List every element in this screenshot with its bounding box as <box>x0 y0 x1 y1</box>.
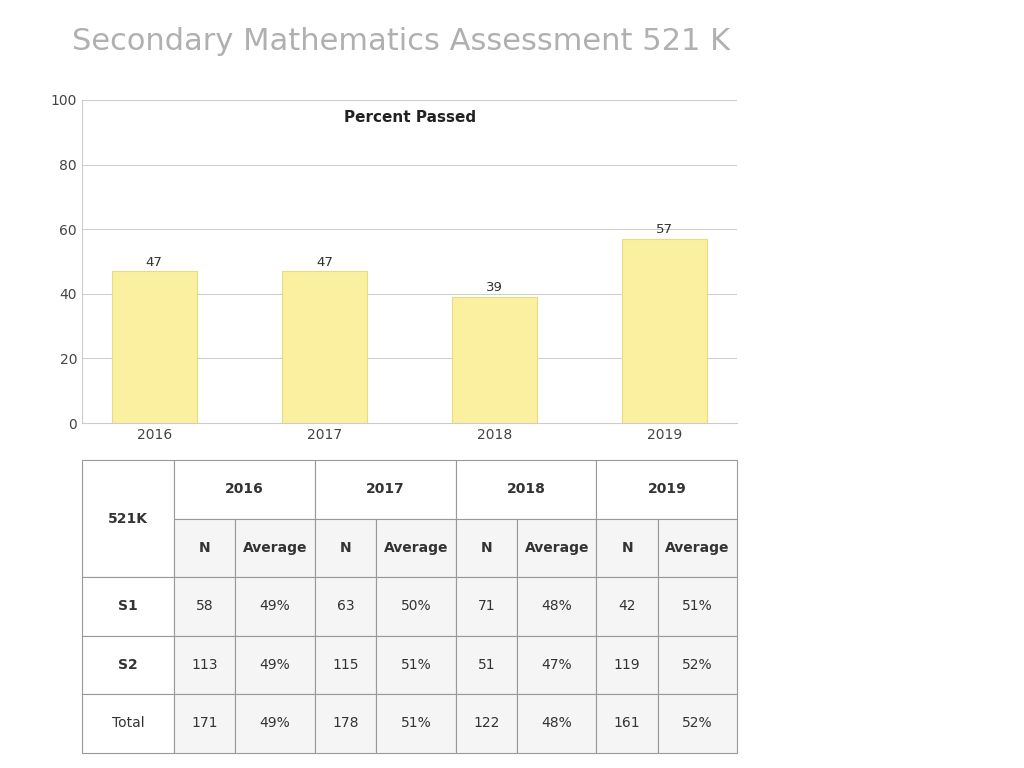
Text: 47: 47 <box>145 256 163 269</box>
Bar <box>517 694 596 753</box>
Bar <box>456 518 517 577</box>
Text: 51%: 51% <box>400 717 431 730</box>
Text: 113: 113 <box>191 658 218 672</box>
Bar <box>282 271 367 423</box>
Bar <box>596 460 737 518</box>
Bar <box>453 297 538 423</box>
Bar <box>658 577 737 636</box>
Bar <box>377 518 456 577</box>
Text: 58: 58 <box>196 599 214 614</box>
Text: Secondary Mathematics Assessment 521 K: Secondary Mathematics Assessment 521 K <box>72 27 730 56</box>
Text: Average: Average <box>243 541 307 554</box>
Bar <box>623 239 708 423</box>
Text: 42: 42 <box>618 599 636 614</box>
Text: Average: Average <box>524 541 589 554</box>
Text: 47: 47 <box>316 256 333 269</box>
Bar <box>377 694 456 753</box>
Text: 171: 171 <box>191 717 218 730</box>
Bar <box>596 577 658 636</box>
Text: 51%: 51% <box>682 599 713 614</box>
Text: Average: Average <box>666 541 730 554</box>
Bar <box>174 577 236 636</box>
Text: N: N <box>480 541 493 554</box>
Bar <box>174 460 314 518</box>
Bar <box>314 460 456 518</box>
Text: 51: 51 <box>477 658 496 672</box>
Bar <box>658 518 737 577</box>
Text: 2019: 2019 <box>647 482 686 496</box>
Text: S1: S1 <box>118 599 138 614</box>
Text: 115: 115 <box>333 658 358 672</box>
Bar <box>517 518 596 577</box>
Text: N: N <box>622 541 633 554</box>
Text: Percent Passed: Percent Passed <box>343 110 476 124</box>
Text: 49%: 49% <box>260 717 291 730</box>
Bar <box>82 460 174 577</box>
Text: 48%: 48% <box>542 717 572 730</box>
Bar <box>314 577 377 636</box>
Bar <box>82 636 174 694</box>
Bar <box>314 518 377 577</box>
Text: 2018: 2018 <box>507 482 546 496</box>
Text: 39: 39 <box>486 282 503 294</box>
Text: Total: Total <box>112 717 144 730</box>
Bar <box>456 577 517 636</box>
Bar <box>658 694 737 753</box>
Bar <box>112 271 197 423</box>
Text: S2: S2 <box>118 658 138 672</box>
Text: 52%: 52% <box>682 717 713 730</box>
Text: 2016: 2016 <box>225 482 264 496</box>
Text: 48%: 48% <box>542 599 572 614</box>
Text: 71: 71 <box>477 599 496 614</box>
Bar <box>517 577 596 636</box>
Bar <box>82 577 174 636</box>
Text: 178: 178 <box>333 717 358 730</box>
Bar <box>517 636 596 694</box>
Text: 47%: 47% <box>542 658 572 672</box>
Bar <box>174 636 236 694</box>
Text: 161: 161 <box>614 717 641 730</box>
Bar <box>236 518 314 577</box>
Bar <box>174 518 236 577</box>
Bar <box>377 636 456 694</box>
Text: 51%: 51% <box>400 658 431 672</box>
Bar <box>456 694 517 753</box>
Text: 57: 57 <box>656 223 674 237</box>
Bar <box>236 577 314 636</box>
Text: 521K: 521K <box>108 511 147 525</box>
Bar <box>82 694 174 753</box>
Text: 49%: 49% <box>260 658 291 672</box>
Text: 63: 63 <box>337 599 354 614</box>
Text: 49%: 49% <box>260 599 291 614</box>
Text: 2017: 2017 <box>366 482 404 496</box>
Text: N: N <box>340 541 351 554</box>
Bar <box>456 636 517 694</box>
Bar <box>658 636 737 694</box>
Bar <box>174 694 236 753</box>
Text: N: N <box>199 541 211 554</box>
Bar <box>596 518 658 577</box>
Bar <box>314 636 377 694</box>
Bar <box>456 460 596 518</box>
Text: 50%: 50% <box>400 599 431 614</box>
Bar <box>236 694 314 753</box>
Bar <box>377 577 456 636</box>
Text: 119: 119 <box>614 658 641 672</box>
Bar <box>596 694 658 753</box>
Text: 122: 122 <box>473 717 500 730</box>
Bar <box>236 636 314 694</box>
Text: Average: Average <box>384 541 449 554</box>
Bar <box>596 636 658 694</box>
Text: 52%: 52% <box>682 658 713 672</box>
Bar <box>314 694 377 753</box>
